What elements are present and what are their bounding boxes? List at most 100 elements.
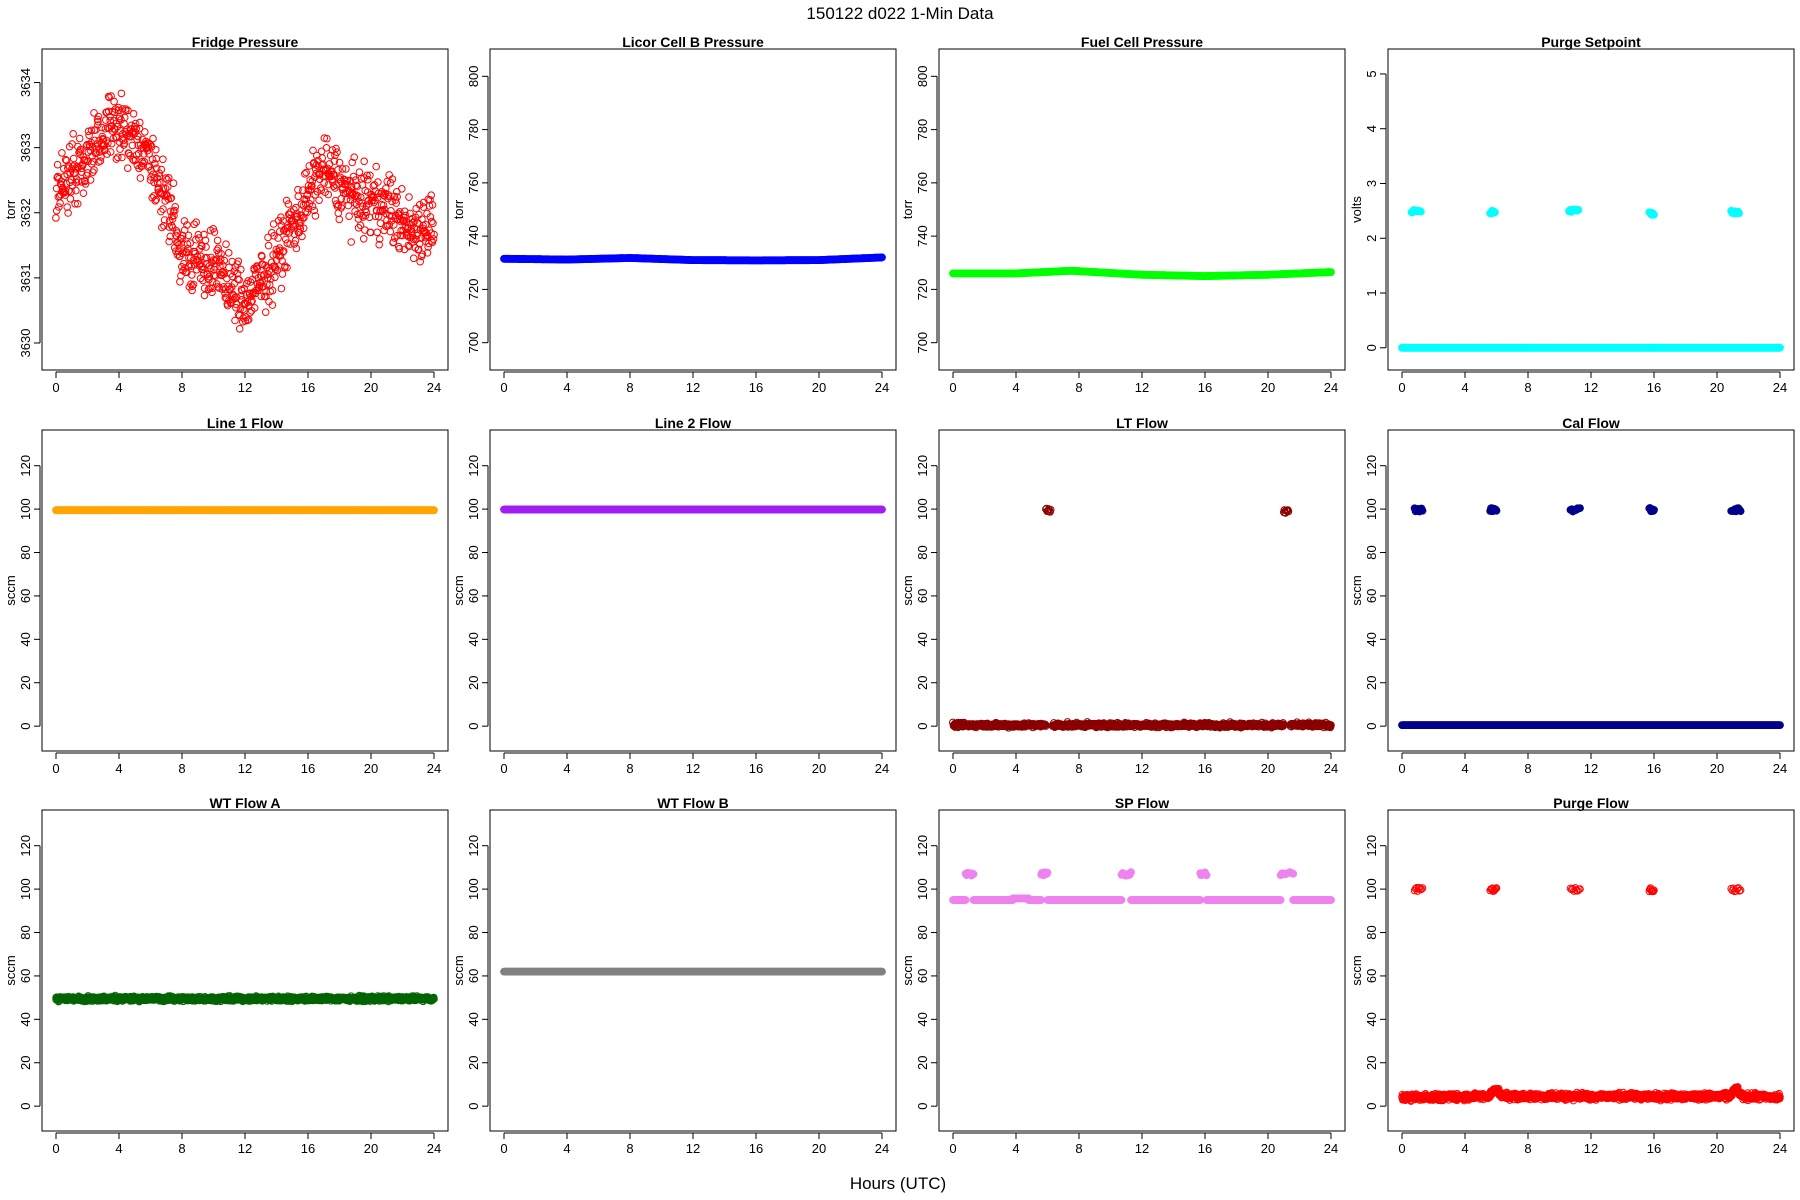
data-point: [53, 160, 62, 169]
data-point: [69, 154, 78, 163]
data-point: [130, 122, 139, 131]
data-point: [116, 145, 124, 153]
data-point: [143, 146, 152, 155]
data-point: [75, 134, 84, 143]
data-point: [99, 141, 107, 150]
data-point: [263, 274, 272, 282]
y-tick-label: 0: [18, 723, 33, 730]
y-tick-label: 780: [466, 119, 481, 141]
data-point: [176, 278, 184, 286]
data-point: [184, 231, 193, 240]
data-point: [416, 257, 425, 266]
data-point: [178, 249, 187, 258]
data-point: [1650, 210, 1658, 219]
data-point: [209, 225, 217, 233]
data-point: [159, 205, 167, 213]
x-tick-label: 0: [52, 761, 59, 776]
data-point: [311, 212, 320, 220]
data-point: [131, 119, 140, 128]
data-point: [211, 256, 220, 265]
data-point: [330, 157, 339, 165]
data-point: [345, 212, 353, 220]
data-point: [249, 288, 258, 297]
data-point: [348, 158, 357, 167]
y-tick-label: 3634: [18, 68, 33, 97]
data-point: [389, 238, 398, 246]
data-point: [1776, 343, 1784, 352]
x-tick-label: 8: [178, 380, 185, 395]
data-point: [277, 213, 285, 221]
data-point: [1574, 205, 1583, 214]
data-point: [164, 174, 173, 182]
data-point: [352, 191, 361, 199]
data-point: [107, 139, 116, 148]
x-tick-label: 20: [364, 761, 378, 776]
data-point: [200, 230, 208, 239]
data-point: [330, 170, 338, 179]
data-point: [69, 130, 77, 138]
data-series: [1398, 205, 1784, 352]
y-tick-label: 100: [466, 498, 481, 520]
y-tick-label: 80: [466, 545, 481, 559]
y-tick-label: 720: [466, 279, 481, 301]
data-point: [401, 223, 410, 232]
data-point: [79, 189, 88, 197]
data-series: [949, 266, 1335, 280]
data-point: [270, 232, 278, 240]
data-point: [104, 139, 112, 147]
y-tick-label: 60: [18, 589, 33, 603]
data-point: [386, 227, 395, 236]
panel-title: Line 2 Flow: [655, 415, 731, 431]
data-point: [347, 238, 356, 246]
data-point: [254, 274, 263, 282]
data-point: [317, 186, 326, 194]
data-point: [291, 221, 299, 230]
data-point: [171, 203, 179, 211]
data-point: [282, 235, 290, 244]
data-point: [136, 174, 145, 182]
x-tick-label: 4: [1012, 380, 1019, 395]
data-point: [73, 162, 82, 171]
data-point: [81, 180, 90, 188]
data-point: [302, 168, 311, 177]
data-point: [106, 116, 114, 125]
y-tick-label: 120: [18, 455, 33, 477]
y-tick-label: 0: [466, 723, 481, 730]
data-point: [62, 156, 71, 165]
data-point: [148, 155, 157, 164]
data-point: [73, 200, 82, 208]
data-point: [105, 93, 113, 102]
data-point: [285, 229, 294, 237]
x-axis: 0 4 8 12 16 20 24: [52, 752, 441, 776]
data-point: [86, 176, 95, 184]
data-point: [257, 292, 266, 301]
y-tick-label: 720: [915, 279, 930, 301]
data-point: [90, 109, 98, 117]
x-tick-label: 20: [812, 761, 826, 776]
x-tick-label: 16: [1198, 380, 1212, 395]
data-point: [380, 226, 389, 235]
data-point: [199, 265, 207, 274]
data-point: [268, 301, 277, 309]
data-point: [133, 135, 141, 144]
data-point: [85, 142, 94, 151]
data-point: [52, 206, 61, 215]
x-tick-label: 4: [563, 380, 570, 395]
y-tick-label: 60: [466, 589, 481, 603]
x-tick-label: 16: [301, 380, 315, 395]
data-point: [72, 178, 81, 187]
data-point: [308, 177, 317, 185]
data-point: [388, 175, 397, 183]
data-point: [333, 148, 341, 156]
x-tick-label: 20: [812, 380, 826, 395]
data-point: [240, 284, 248, 293]
data-point: [364, 175, 372, 184]
data-point: [83, 169, 92, 177]
data-point: [183, 221, 191, 229]
data-point: [427, 191, 436, 199]
data-point: [141, 128, 149, 136]
